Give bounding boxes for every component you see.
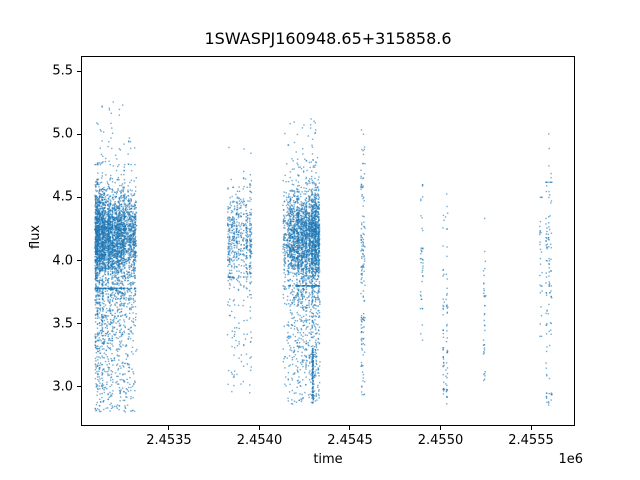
y-tick-label: 5.5 <box>52 63 73 79</box>
y-tick-mark <box>77 260 81 262</box>
x-tick-mark <box>440 426 441 430</box>
x-tick-mark <box>530 426 532 430</box>
y-tick-mark <box>77 196 81 198</box>
y-tick-label: 3.0 <box>52 379 73 395</box>
x-tick-label: 2.4535 <box>146 433 192 448</box>
y-tick-label: 5.0 <box>52 126 73 142</box>
x-tick-label: 2.4550 <box>417 433 464 448</box>
y-tick-label: 3.5 <box>52 316 73 332</box>
y-tick-mark <box>77 70 81 72</box>
x-tick-label: 2.4555 <box>508 433 554 448</box>
x-axis-offset-label: 1e6 <box>558 452 583 467</box>
x-tick-label: 2.4540 <box>236 433 283 448</box>
x-tick-label: 2.4545 <box>327 433 373 448</box>
y-tick-label: 4.0 <box>52 253 73 269</box>
y-tick-mark <box>77 323 81 325</box>
y-tick-mark <box>77 386 81 388</box>
y-axis-label: flux <box>28 224 43 249</box>
x-tick-mark <box>258 426 260 430</box>
y-tick-label: 4.5 <box>52 189 73 205</box>
x-tick-mark <box>349 426 351 430</box>
x-axis-label: time <box>313 452 343 467</box>
x-tick-mark <box>168 426 170 430</box>
chart-title: 1SWASPJ160948.65+315858.6 <box>204 29 452 48</box>
y-tick-mark <box>77 133 81 135</box>
